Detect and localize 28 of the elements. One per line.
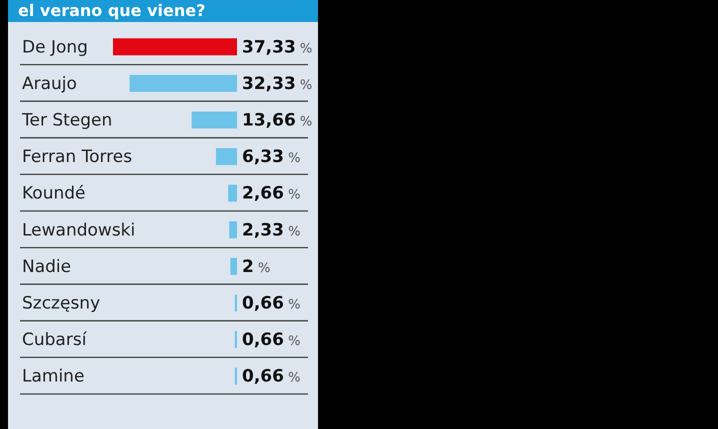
bar <box>216 148 237 166</box>
bar <box>230 258 237 275</box>
y-tick-label: De Jong <box>22 37 88 58</box>
data-label: 0,66 % <box>242 330 300 350</box>
y-tick-label: Koundé <box>22 184 86 204</box>
data-label: 6,33 % <box>242 147 300 168</box>
bar <box>228 184 237 202</box>
data-label: 32,33 % <box>242 74 312 94</box>
y-tick-label: Lewandowski <box>22 220 136 240</box>
y-tick-label: Cubarsí <box>22 330 88 350</box>
y-tick-label: Lamine <box>22 366 84 387</box>
data-label: 2,33 % <box>242 220 300 240</box>
y-tick-label: Nadie <box>22 256 72 277</box>
bar <box>113 38 237 56</box>
bar <box>130 74 237 92</box>
bar <box>229 221 237 238</box>
y-tick-label: Ter Stegen <box>21 110 112 130</box>
data-label: 2 % <box>242 256 270 277</box>
y-tick-label: Szczęsny <box>22 294 100 314</box>
data-label: 0,66 % <box>242 294 300 314</box>
data-label: 13,66 % <box>242 110 312 130</box>
data-label: 2,66 % <box>242 184 300 204</box>
data-label: 0,66 % <box>242 366 300 387</box>
bar <box>192 112 237 128</box>
data-label: 37,33 % <box>242 37 312 58</box>
y-tick-label: Araujo <box>22 74 77 94</box>
chart-title: el verano que viene? <box>18 1 206 20</box>
y-tick-label: Ferran Torres <box>22 147 132 168</box>
